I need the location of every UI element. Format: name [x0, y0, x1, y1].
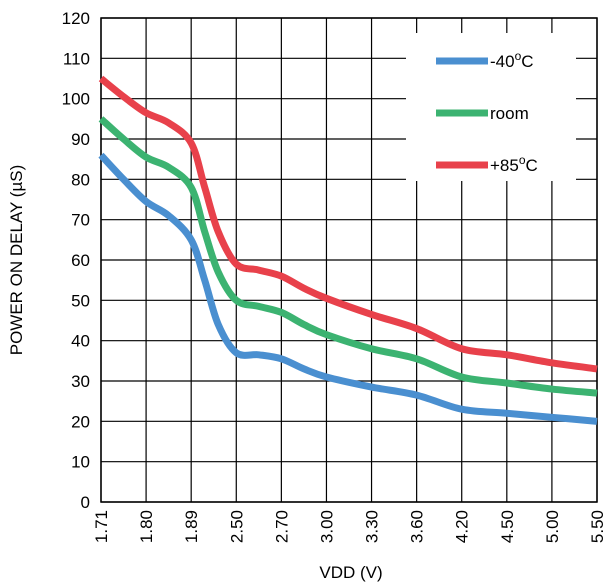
- x-tick-label: 1.89: [182, 510, 201, 543]
- x-tick-label: 2.50: [227, 510, 246, 543]
- y-tick-label: 60: [71, 251, 90, 270]
- x-tick-label: 5.50: [588, 510, 607, 543]
- y-tick-label: 110: [63, 49, 90, 68]
- x-tick-label: 3.60: [408, 510, 427, 543]
- y-tick-label: 50: [71, 291, 90, 310]
- y-tick-label: 120: [62, 9, 90, 28]
- legend-label: +85oC: [490, 153, 538, 175]
- legend: -40oC room +85oC: [406, 33, 576, 181]
- series-line: [98, 75, 598, 373]
- legend-box: [406, 33, 576, 181]
- y-tick-label: 100: [62, 90, 90, 109]
- x-tick-label: 2.70: [272, 510, 291, 543]
- y-tick-label: 10: [71, 453, 90, 472]
- x-axis-label: VDD (V): [319, 563, 382, 582]
- y-axis-ticks: 0 10 20 30 40 50 60 70 80 90 100 110 120: [62, 9, 90, 512]
- y-tick-label: 80: [71, 170, 90, 189]
- legend-label: room: [490, 104, 529, 123]
- series-lines: [98, 75, 598, 425]
- x-tick-label: 4.50: [498, 510, 517, 543]
- y-axis-label: POWER ON DELAY (µS): [7, 165, 26, 356]
- x-tick-label: 1.71: [92, 510, 111, 543]
- series-line: [98, 152, 598, 425]
- x-tick-label: 5.00: [543, 510, 562, 543]
- x-tick-label: 3.00: [317, 510, 336, 543]
- y-tick-label: 70: [71, 211, 90, 230]
- y-tick-label: 30: [71, 372, 90, 391]
- x-tick-label: 1.80: [137, 510, 156, 543]
- legend-label: -40oC: [490, 49, 534, 71]
- y-tick-label: 40: [71, 332, 90, 351]
- x-axis-ticks: 1.71 1.80 1.89 2.50 2.70 3.00 3.30 3.60 4.20 4.50…: [92, 510, 607, 543]
- y-tick-label: 0: [81, 493, 90, 512]
- x-tick-label: 4.20: [453, 510, 472, 543]
- y-tick-label: 20: [71, 412, 90, 431]
- series-line: [98, 116, 598, 397]
- y-tick-label: 90: [71, 130, 90, 149]
- x-tick-label: 3.30: [363, 510, 382, 543]
